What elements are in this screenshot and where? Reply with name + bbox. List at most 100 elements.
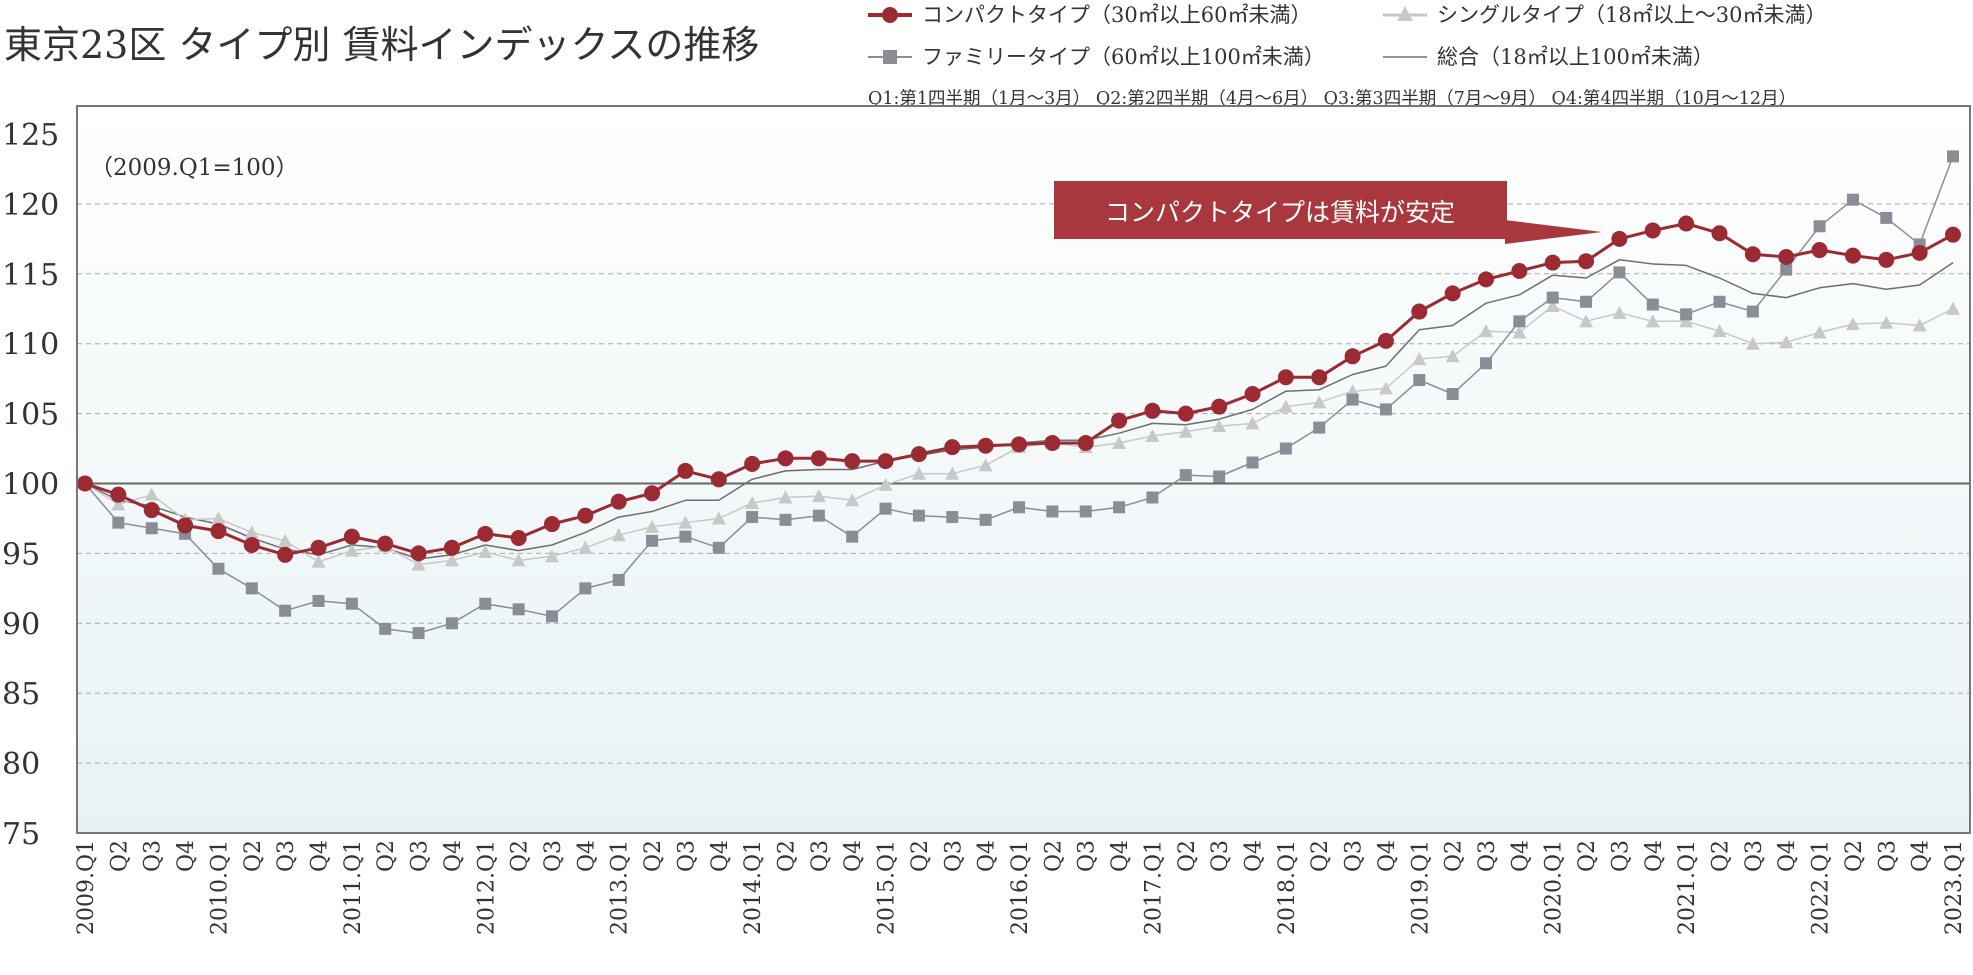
data-point-compact: [677, 462, 694, 479]
legend-item-compact: コンパクトタイプ（30㎡以上60㎡未満）: [868, 3, 1311, 27]
data-point-family: [812, 509, 825, 522]
data-point-single: [1245, 416, 1260, 430]
x-tick-label: Q2: [1041, 840, 1066, 872]
data-point-single: [1679, 314, 1694, 328]
data-point-family: [512, 603, 525, 616]
data-point-family: [1046, 505, 1059, 518]
data-point-single: [1445, 349, 1460, 363]
data-point-single: [1545, 298, 1560, 312]
plot-background: [77, 106, 1970, 833]
x-tick-label: Q4: [1242, 840, 1267, 872]
data-point-compact: [777, 450, 794, 467]
data-point-family: [1013, 501, 1025, 514]
data-point-family: [245, 582, 258, 595]
x-tick-label: 2015.Q1: [875, 840, 900, 935]
x-tick-label: Q3: [408, 840, 433, 872]
legend-label-family: ファミリータイプ（60㎡以上100㎡未満）: [922, 45, 1325, 69]
x-tick-label: Q3: [1075, 840, 1100, 872]
data-point-compact: [377, 535, 394, 552]
data-point-family: [946, 511, 959, 524]
callout-text: コンパクトタイプは賃料が安定: [1105, 198, 1455, 227]
data-point-compact: [1878, 251, 1895, 268]
x-tick-label: Q3: [674, 840, 699, 872]
data-point-single: [1112, 435, 1127, 449]
y-tick-label: 125: [2, 118, 59, 153]
data-point-family: [1346, 393, 1359, 406]
data-point-compact: [1377, 332, 1394, 349]
data-point-compact: [1411, 303, 1428, 320]
data-point-compact: [310, 539, 327, 556]
data-point-single: [478, 545, 493, 559]
data-point-compact: [710, 471, 727, 488]
data-point-compact: [610, 493, 627, 510]
data-point-compact: [243, 537, 260, 554]
x-tick-label: Q2: [1175, 840, 1200, 872]
quarter-note: Q1:第1四半期（1月～3月） Q2:第2四半期（4月～6月） Q3:第3四半期…: [868, 89, 1796, 109]
callout-pointer: [1505, 220, 1602, 244]
data-point-compact: [143, 502, 160, 519]
data-point-compact: [1945, 226, 1961, 243]
data-point-compact: [1844, 247, 1861, 264]
x-tick-label: 2021.Q1: [1675, 840, 1700, 935]
data-point-single: [111, 497, 126, 511]
x-tick-label: Q4: [1108, 840, 1133, 872]
x-tick-label: Q3: [808, 840, 833, 872]
data-point-single: [1812, 325, 1827, 339]
y-tick-label: 95: [2, 537, 40, 572]
x-tick-label: Q2: [1842, 840, 1867, 872]
data-point-family: [712, 541, 725, 554]
data-point-single: [945, 466, 960, 480]
x-tick-label: 2010.Q1: [207, 840, 232, 935]
data-point-compact: [1111, 412, 1128, 429]
data-point-compact: [1578, 253, 1595, 270]
callout: コンパクトタイプは賃料が安定: [1054, 181, 1602, 244]
data-point-family: [345, 597, 358, 610]
data-point-compact: [410, 545, 427, 562]
data-point-family: [1413, 374, 1426, 387]
data-point-family: [1580, 295, 1593, 308]
data-point-compact: [544, 516, 560, 533]
data-point-compact: [1044, 434, 1061, 451]
x-tick-label: 2020.Q1: [1542, 840, 1567, 935]
data-point-family: [312, 594, 325, 607]
data-point-compact: [1744, 246, 1761, 263]
x-tick-label: Q4: [308, 840, 333, 872]
data-point-single: [1412, 352, 1427, 366]
data-point-single: [978, 458, 993, 472]
x-tick-label: 2011.Q1: [341, 840, 366, 935]
legend-item-single: シングルタイプ（18㎡以上～30㎡未満）: [1383, 3, 1826, 27]
legend-item-family: ファミリータイプ（60㎡以上100㎡未満）: [868, 45, 1325, 69]
y-tick-label: 110: [2, 328, 59, 363]
data-point-single: [1212, 419, 1227, 433]
x-tick-label: 2018.Q1: [1275, 840, 1300, 935]
x-tick-label: Q4: [1642, 840, 1667, 872]
data-point-compact: [577, 507, 594, 524]
x-tick-label: 2016.Q1: [1008, 840, 1033, 935]
x-tick-label: 2012.Q1: [474, 840, 499, 935]
data-point-single: [1845, 317, 1860, 331]
data-point-compact: [1444, 285, 1461, 302]
data-point-compact: [1611, 230, 1628, 247]
data-point-family: [912, 509, 925, 522]
x-tick-label: Q3: [1208, 840, 1233, 872]
data-point-compact: [877, 453, 894, 470]
data-point-single: [1779, 335, 1794, 349]
circle-marker-icon: [882, 7, 898, 23]
data-point-family: [1146, 491, 1159, 504]
y-tick-label: 90: [2, 607, 40, 642]
data-point-family: [1780, 263, 1793, 276]
data-point-family: [612, 573, 625, 586]
data-point-compact: [77, 475, 93, 492]
data-point-compact: [744, 455, 761, 472]
x-tick-label: Q4: [975, 840, 1000, 872]
data-point-single: [1745, 336, 1760, 350]
x-tick-label: Q2: [1709, 840, 1734, 872]
y-tick-label: 80: [2, 747, 40, 782]
data-point-single: [611, 528, 626, 542]
data-point-compact: [1678, 215, 1695, 232]
data-point-compact: [1711, 225, 1728, 242]
x-tick-label: 2017.Q1: [1141, 840, 1166, 935]
data-point-single: [1879, 315, 1894, 329]
data-point-compact: [1644, 222, 1661, 239]
